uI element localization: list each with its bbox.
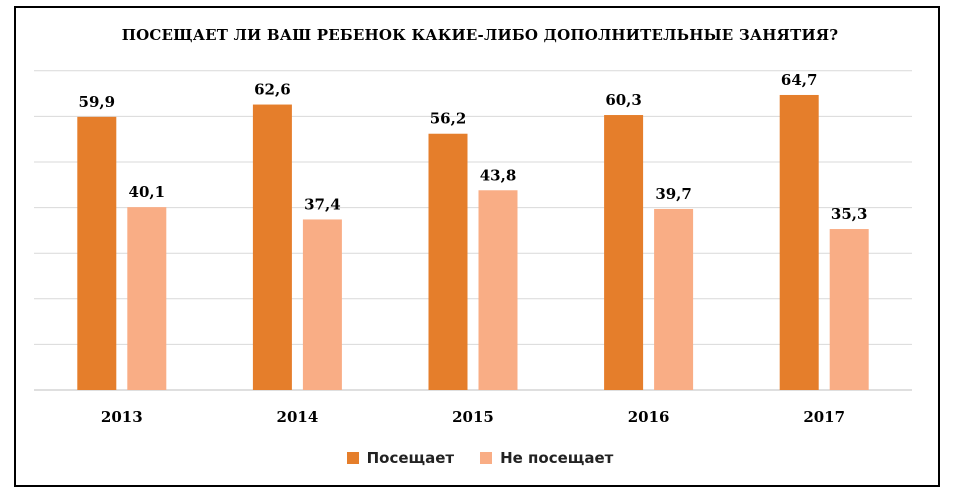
bar-not-attends-2016 [654,208,694,390]
data-label-not-attends-2014: 37,4 [304,195,341,213]
gridlines [34,70,912,391]
legend: Посещает Не посещает [0,447,960,469]
bar-not-attends-2014 [302,219,342,390]
data-label-attends-2015: 56,2 [430,110,467,128]
x-tick-2013: 2013 [101,408,143,426]
x-tick-2016: 2016 [628,408,670,426]
bar-not-attends-2017 [829,229,869,390]
data-label-not-attends-2016: 39,7 [655,185,692,203]
data-label-not-attends-2013: 40,1 [129,183,166,201]
bar-attends-2016 [604,115,644,391]
legend-item-not-attends: Не посещает [480,449,613,467]
legend-item-attends: Посещает [346,449,455,467]
bar-attends-2013 [77,116,117,390]
bar-attends-2015 [428,133,468,390]
legend-label-attends: Посещает [366,449,455,467]
bar-attends-2017 [779,94,819,390]
bar-attends-2014 [252,104,292,390]
x-tick-2017: 2017 [803,408,845,426]
legend-label-not-attends: Не посещает [500,449,614,467]
chart-title: ПОСЕЩАЕТ ЛИ ВАШ РЕБЕНОК КАКИЕ-ЛИБО ДОПОЛ… [121,26,839,44]
data-label-not-attends-2017: 35,3 [831,205,868,223]
data-label-not-attends-2015: 43,8 [480,166,517,184]
x-tick-2015: 2015 [452,408,494,426]
x-tick-labels: 2013 2014 2015 2016 2017 [101,408,845,426]
legend-swatch-not-attends [480,452,493,464]
x-tick-2014: 2014 [277,408,319,426]
legend-swatch-attends [346,452,359,464]
data-label-attends-2017: 64,7 [781,71,818,89]
bar-not-attends-2015 [478,190,518,390]
data-label-attends-2014: 62,6 [254,81,291,99]
data-label-attends-2013: 59,9 [79,93,116,111]
bars [77,94,869,391]
bar-not-attends-2013 [127,207,167,390]
data-label-attends-2016: 60,3 [605,91,642,109]
data-labels: 59,9 40,1 62,6 37,4 56,2 43,8 60,3 39,7 64,7 35,3 [79,71,868,223]
